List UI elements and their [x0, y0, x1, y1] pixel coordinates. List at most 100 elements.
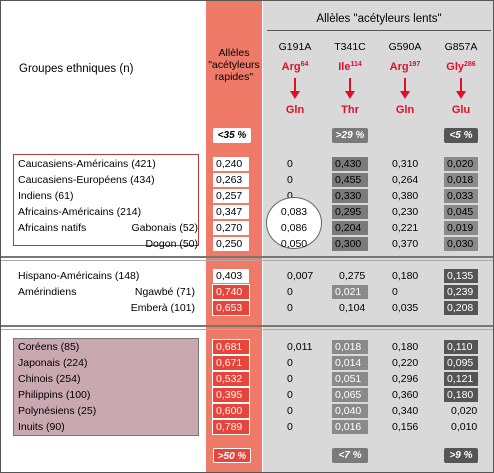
- row-label: Indiens (61): [18, 190, 74, 202]
- allele-from-aa: Arg64: [281, 61, 309, 73]
- row-label: Africains-Américains (214): [18, 206, 142, 218]
- value-cell: 0: [287, 174, 293, 186]
- value-cell: 0,135: [444, 269, 478, 283]
- groups-title: Groupes ethniques (n): [19, 63, 134, 75]
- value-cell: 0,264: [392, 174, 419, 186]
- value-cell: 0,018: [332, 340, 368, 354]
- value-cell: 0,121: [444, 372, 478, 386]
- row-sublabel: Ngawbé (71): [134, 286, 195, 298]
- value-cell: 0,030: [444, 237, 478, 251]
- arrow-down-icon: [456, 91, 466, 99]
- value-cell: 0,208: [444, 301, 478, 315]
- rapid-title-line3: rapides": [214, 71, 254, 83]
- allele-from-aa: Ile114: [338, 61, 362, 73]
- value-cell: 0,653: [212, 300, 250, 316]
- value-cell: 0,403: [213, 269, 249, 283]
- value-cell: 0: [287, 302, 293, 314]
- arrow-down-icon: [345, 91, 355, 99]
- value-cell: 0,347: [213, 205, 249, 219]
- value-cell: 0,020: [451, 405, 478, 417]
- value-cell: 0: [287, 405, 293, 417]
- allele-to-aa: Gln: [285, 104, 305, 116]
- value-cell: 0,007: [287, 270, 314, 282]
- g857a-top-box: <5 %: [444, 128, 478, 143]
- value-cell: 0,310: [392, 158, 419, 170]
- value-cell: 0: [287, 373, 293, 385]
- value-cell: 0,050: [280, 238, 308, 250]
- value-cell: 0,340: [392, 405, 419, 417]
- separator-1b: [1, 260, 493, 261]
- slow-title: Allèles "acétyleurs lents": [316, 13, 442, 25]
- value-cell: 0,086: [280, 222, 308, 234]
- value-cell: 0,104: [339, 302, 366, 314]
- row-label: Philippins (100): [18, 389, 91, 401]
- value-cell: 0,035: [392, 302, 419, 314]
- value-cell: 0,180: [444, 388, 478, 402]
- value-cell: 0,220: [392, 357, 419, 369]
- substitution-arrow: [460, 78, 462, 92]
- value-cell: 0: [392, 286, 398, 298]
- row-label: Japonais (224): [18, 357, 88, 369]
- value-cell: 0,370: [392, 238, 419, 250]
- value-cell: 0,020: [444, 157, 478, 171]
- row-label: Amérindiens: [18, 286, 77, 298]
- value-cell: 0: [287, 190, 293, 202]
- value-cell: 0,110: [444, 340, 478, 354]
- arrow-down-icon: [290, 91, 300, 99]
- allele-to-aa: Glu: [451, 104, 471, 116]
- value-cell: 0,740: [212, 284, 250, 300]
- value-cell: 0,011: [287, 341, 313, 353]
- separator-1: [1, 256, 493, 258]
- rapid-bottom-box: >50 %: [213, 448, 251, 463]
- value-cell: 0,789: [212, 419, 250, 435]
- value-cell: 0,180: [392, 341, 419, 353]
- separator-2: [1, 325, 493, 327]
- allele-name-g590a: G590A: [388, 41, 422, 53]
- row-label: Chinois (254): [18, 373, 81, 385]
- row-label: Caucasiens-Américains (421): [18, 158, 156, 170]
- value-cell: 0,051: [332, 372, 368, 386]
- value-cell: 0,330: [332, 189, 368, 203]
- value-cell: 0,263: [213, 173, 249, 187]
- t341c-top-box: >29 %: [332, 128, 368, 143]
- value-cell: 0,430: [332, 157, 368, 171]
- t341c-bottom-box: <7 %: [332, 448, 368, 463]
- arrow-down-icon: [400, 91, 410, 99]
- value-cell: 0,156: [392, 421, 419, 433]
- value-cell: 0,083: [280, 206, 308, 218]
- value-cell: 0: [287, 421, 293, 433]
- value-cell: 0,019: [444, 221, 478, 235]
- allele-to-aa: Thr: [341, 104, 359, 116]
- allele-from-aa: Gly286: [446, 61, 476, 73]
- value-cell: 0,230: [392, 206, 419, 218]
- value-cell: 0,296: [392, 373, 419, 385]
- value-cell: 0,250: [213, 237, 249, 251]
- value-cell: 0,065: [332, 388, 368, 402]
- row-sublabel: Gabonais (52): [131, 222, 198, 234]
- value-cell: 0,455: [332, 173, 368, 187]
- row-label: Coréens (85): [18, 341, 80, 353]
- value-cell: 0,275: [339, 270, 366, 282]
- value-cell: 0,239: [444, 285, 478, 299]
- value-cell: 0,395: [212, 387, 250, 403]
- value-cell: 0,257: [213, 189, 249, 203]
- allele-from-aa: Arg197: [389, 61, 421, 73]
- value-cell: 0,240: [213, 157, 249, 171]
- row-label: Caucasiens-Européens (434): [18, 174, 155, 186]
- value-cell: 0,295: [332, 205, 368, 219]
- value-cell: 0,360: [392, 389, 419, 401]
- row-label: Hispano-Américains (148): [18, 270, 140, 282]
- value-cell: 0,040: [332, 404, 368, 418]
- value-cell: 0: [287, 389, 293, 401]
- value-cell: 0,532: [212, 371, 250, 387]
- substitution-arrow: [404, 78, 406, 92]
- rapid-top-box: <35 %: [213, 128, 251, 143]
- value-cell: 0,204: [332, 221, 368, 235]
- value-cell: 0,300: [332, 237, 368, 251]
- separator-2b: [1, 329, 493, 330]
- row-sublabel: Emberà (101): [130, 302, 195, 314]
- rapid-title-line1: Allèles: [218, 47, 250, 59]
- g191a-africans-highlight-oval: [266, 197, 322, 249]
- value-cell: 0,033: [444, 189, 478, 203]
